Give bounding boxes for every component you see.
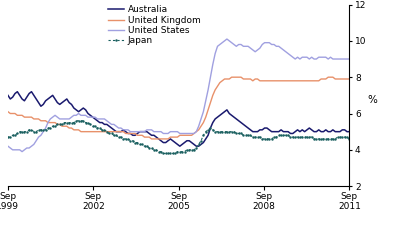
Australia — [177, 145, 182, 148]
United Kingdom — [46, 121, 50, 124]
Japan — [74, 119, 79, 122]
Line: United States: United States — [8, 39, 349, 152]
Japan — [93, 125, 97, 128]
United States — [208, 76, 213, 79]
United States — [104, 119, 109, 122]
Australia — [104, 123, 109, 126]
United Kingdom — [91, 130, 95, 133]
Australia — [93, 118, 97, 120]
Japan — [104, 130, 109, 133]
United States — [6, 145, 10, 148]
Japan — [182, 150, 187, 153]
Australia — [15, 90, 20, 93]
Australia — [347, 130, 352, 133]
Line: Japan: Japan — [7, 120, 351, 155]
Legend: Australia, United Kingdom, United States, Japan: Australia, United Kingdom, United States… — [108, 5, 200, 45]
Japan — [347, 138, 352, 140]
Australia — [48, 96, 53, 99]
United Kingdom — [229, 76, 234, 79]
Japan — [210, 128, 215, 131]
Japan — [161, 152, 166, 155]
United Kingdom — [208, 101, 213, 104]
Japan — [6, 136, 10, 138]
Australia — [91, 116, 95, 118]
Australia — [210, 121, 215, 124]
United States — [91, 116, 95, 118]
Australia — [6, 94, 10, 97]
Australia — [182, 141, 187, 144]
United Kingdom — [6, 110, 10, 113]
United Kingdom — [149, 138, 154, 140]
United States — [93, 116, 97, 118]
United Kingdom — [102, 130, 107, 133]
United Kingdom — [88, 130, 93, 133]
Japan — [91, 125, 95, 128]
Y-axis label: %: % — [367, 95, 377, 105]
United States — [347, 58, 352, 60]
United Kingdom — [180, 134, 185, 137]
Line: Australia: Australia — [8, 92, 349, 146]
United States — [48, 118, 53, 120]
United Kingdom — [347, 78, 352, 80]
United States — [180, 132, 185, 135]
Line: United Kingdom: United Kingdom — [8, 77, 349, 139]
United States — [20, 150, 25, 153]
Japan — [46, 127, 50, 129]
United States — [225, 38, 229, 40]
